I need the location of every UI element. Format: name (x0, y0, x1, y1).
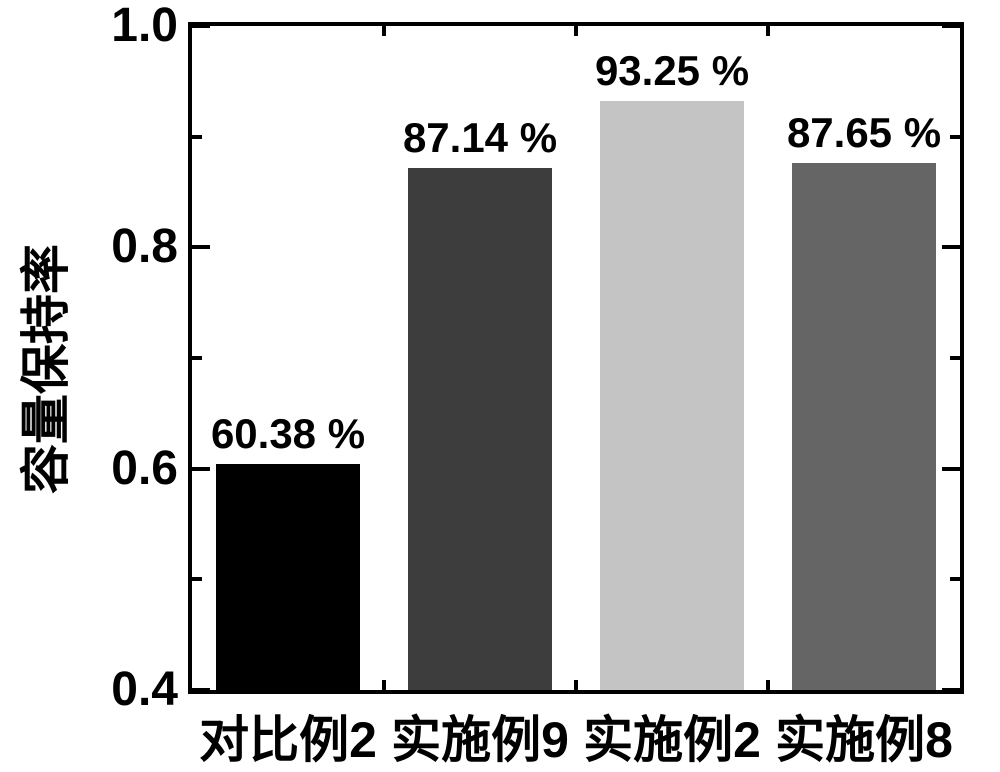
y-tick-label: 0.6 (98, 441, 178, 496)
bar-value-label: 87.65 % (762, 109, 966, 157)
x-tick-label: 对比例2 (192, 700, 384, 772)
y-tick-label: 0.8 (98, 219, 178, 274)
y-tick (950, 356, 960, 360)
y-tick (942, 467, 960, 471)
y-tick (942, 245, 960, 249)
x-tick-label: 实施例8 (768, 700, 960, 772)
y-tick (950, 577, 960, 581)
y-tick (192, 688, 210, 692)
y-tick-label: 1.0 (98, 0, 178, 53)
y-tick (192, 467, 210, 471)
x-tick (382, 680, 386, 690)
y-tick (192, 245, 210, 249)
bar (216, 464, 360, 690)
x-tick-label: 实施例2 (576, 700, 768, 772)
y-tick (942, 24, 960, 28)
bar-value-label: 93.25 % (570, 47, 774, 95)
x-tick (766, 26, 770, 36)
x-tick (382, 26, 386, 36)
y-tick (942, 688, 960, 692)
bar (408, 168, 552, 690)
y-axis-label: 容量保持率 (6, 33, 78, 705)
bar-value-label: 60.38 % (186, 410, 390, 458)
x-tick (574, 680, 578, 690)
y-tick (192, 356, 202, 360)
y-tick (192, 577, 202, 581)
y-tick-label: 0.4 (98, 662, 178, 717)
x-tick-label: 实施例9 (384, 700, 576, 772)
y-tick (192, 24, 210, 28)
x-tick (574, 26, 578, 36)
bar (600, 101, 744, 690)
y-tick (192, 135, 202, 139)
capacity-retention-bar-chart: 容量保持率 0.4 0.6 0.8 1.0 60.38 % 对比例2 87.14 % 实施例9 9… (0, 0, 1000, 772)
bar (792, 163, 936, 690)
x-tick (766, 680, 770, 690)
bar-value-label: 87.14 % (378, 114, 582, 162)
